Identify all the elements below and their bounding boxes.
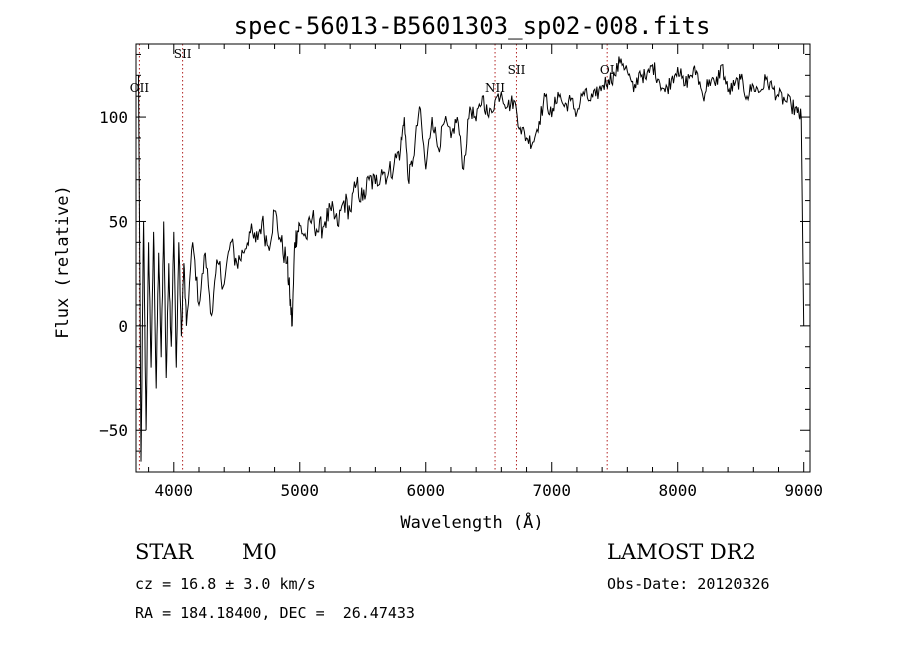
observation-date: Obs-Date: 20120326	[607, 575, 770, 593]
marker-label-sii: SII	[508, 63, 526, 77]
x-tick-label-5000: 5000	[281, 481, 320, 500]
x-tick-label-9000: 9000	[784, 481, 823, 500]
x-tick-label-4000: 4000	[155, 481, 194, 500]
y-axis-label: Flux (relative)	[53, 185, 73, 339]
x-axis-label: Wavelength (Å)	[400, 511, 543, 533]
x-tick-label-7000: 7000	[532, 481, 571, 500]
coordinates: RA = 184.18400, DEC = 26.47433	[135, 604, 415, 622]
spectrum-chart: spec-56013-B5601303_sp02-008.fits OII SII…	[53, 12, 823, 533]
marker-label-oi: OI	[600, 63, 615, 77]
spectrum-line	[138, 56, 805, 462]
y-tick-label-0: 0	[118, 317, 128, 336]
x-tick-label-8000: 8000	[658, 481, 697, 500]
redshift-value: cz = 16.8 ± 3.0 km/s	[135, 575, 316, 593]
plot-frame	[135, 43, 811, 473]
chart-title: spec-56013-B5601303_sp02-008.fits	[234, 12, 711, 40]
object-subclass: M0	[242, 540, 277, 564]
marker-label-nii: NII	[485, 81, 505, 95]
y-tick-label-50: 50	[109, 212, 128, 231]
x-tick-label-6000: 6000	[406, 481, 445, 500]
y-tick-label-100: 100	[99, 108, 128, 127]
survey-name: LAMOST DR2	[607, 540, 756, 564]
object-class: STAR	[135, 540, 194, 564]
marker-label-sii: SII	[174, 47, 192, 61]
y-axis: −50 0 50 100	[99, 53, 810, 452]
y-tick-label--50: −50	[99, 421, 128, 440]
marker-label-oii: OII	[130, 81, 150, 95]
x-axis: 4000 5000 6000 7000 8000 9000	[148, 44, 823, 500]
